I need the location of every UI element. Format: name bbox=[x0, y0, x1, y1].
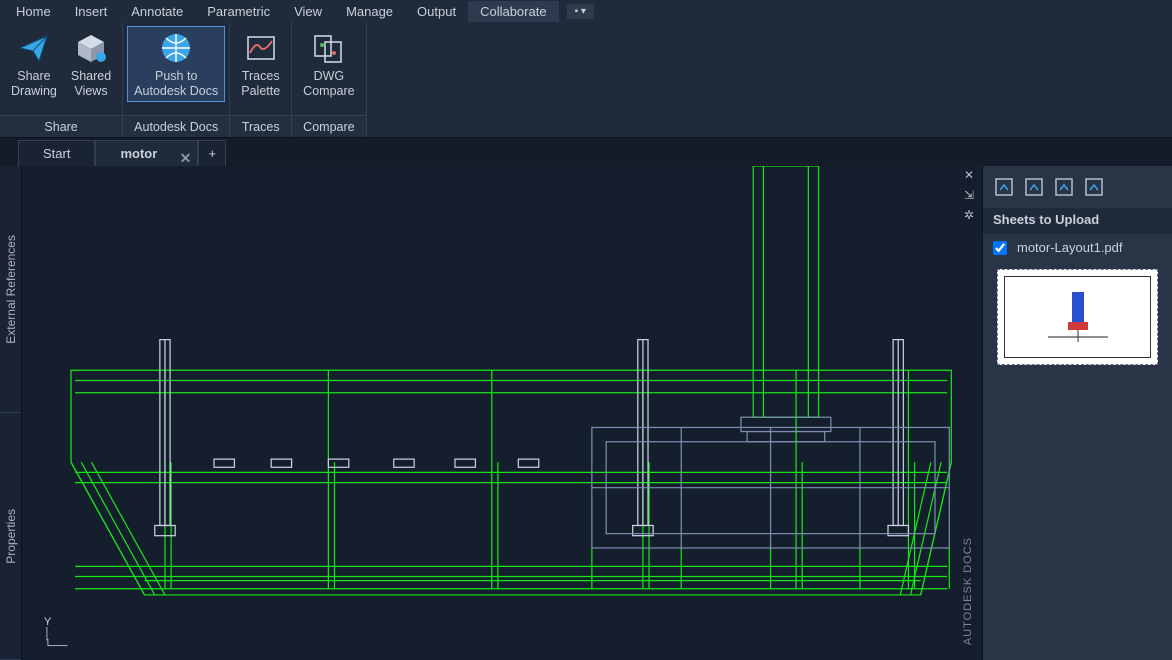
shared-views-button[interactable]: Shared Views bbox=[64, 26, 118, 102]
ribbon-button-label: DWG Compare bbox=[303, 69, 354, 99]
menu-parametric[interactable]: Parametric bbox=[195, 1, 282, 22]
ribbon-group-title: Share bbox=[0, 115, 122, 137]
ribbon-button-label: Share Drawing bbox=[11, 69, 57, 99]
sheets-panel-title: Sheets to Upload bbox=[983, 208, 1172, 234]
ribbon-group-title: Autodesk Docs bbox=[123, 115, 229, 137]
paper-plane-icon bbox=[17, 31, 51, 65]
save-icon[interactable] bbox=[1083, 176, 1105, 198]
cube-icon bbox=[74, 31, 108, 65]
menu-home[interactable]: Home bbox=[4, 1, 63, 22]
new-tab-button[interactable]: + bbox=[198, 140, 226, 166]
file-tab-bar: Startmotor✕+ bbox=[0, 138, 1172, 166]
ribbon-group-title: Compare bbox=[292, 115, 365, 137]
sheet-list-item[interactable]: motor-Layout1.pdf bbox=[983, 234, 1172, 261]
sheet-filename: motor-Layout1.pdf bbox=[1017, 240, 1123, 255]
traces-palette-button[interactable]: Traces Palette bbox=[234, 26, 287, 102]
rail-properties[interactable]: Properties bbox=[0, 413, 21, 660]
trace-icon bbox=[244, 31, 278, 65]
drawing-canvas[interactable]: Y│└── AUTODESK DOCS bbox=[22, 166, 982, 660]
compare-icon bbox=[312, 31, 346, 65]
sheet-thumbnail[interactable] bbox=[997, 269, 1158, 365]
ribbon-button-label: Shared Views bbox=[71, 69, 111, 99]
dwg-compare-button[interactable]: DWG Compare bbox=[296, 26, 361, 102]
menu-bar: HomeInsertAnnotateParametricViewManageOu… bbox=[0, 0, 1172, 22]
sheets-panel: Sheets to Upload motor-Layout1.pdf bbox=[982, 166, 1172, 660]
panel-close-icon[interactable]: ✕ bbox=[960, 168, 978, 186]
autodesk-docs-rail[interactable]: AUTODESK DOCS bbox=[962, 537, 982, 650]
panel-collapse-icon[interactable]: ⇲ bbox=[960, 188, 978, 206]
menu-annotate[interactable]: Annotate bbox=[119, 1, 195, 22]
folder-icon[interactable] bbox=[1053, 176, 1075, 198]
menu-insert[interactable]: Insert bbox=[63, 1, 120, 22]
globe-icon bbox=[159, 31, 193, 65]
upload-icon[interactable] bbox=[993, 176, 1015, 198]
panel-settings-icon[interactable]: ✲ bbox=[960, 208, 978, 226]
menu-output[interactable]: Output bbox=[405, 1, 468, 22]
remove-icon[interactable] bbox=[1023, 176, 1045, 198]
ribbon-button-label: Push to Autodesk Docs bbox=[134, 69, 218, 99]
menu-overflow[interactable]: ▪ ▾ bbox=[567, 4, 594, 19]
left-rail-container: External ReferencesProperties bbox=[0, 166, 22, 660]
file-tab-motor[interactable]: motor✕ bbox=[95, 140, 198, 166]
ribbon: Share Drawing Shared Views Share Push to Au… bbox=[0, 22, 1172, 138]
share-drawing-button[interactable]: Share Drawing bbox=[4, 26, 64, 102]
menu-manage[interactable]: Manage bbox=[334, 1, 405, 22]
menu-collaborate[interactable]: Collaborate bbox=[468, 1, 559, 22]
push-to-docs-button[interactable]: Push to Autodesk Docs bbox=[127, 26, 225, 102]
file-tab-start[interactable]: Start bbox=[18, 140, 95, 166]
axis-label: Y│└── bbox=[44, 616, 67, 652]
ribbon-button-label: Traces Palette bbox=[241, 69, 280, 99]
menu-view[interactable]: View bbox=[282, 1, 334, 22]
rail-external-references[interactable]: External References bbox=[0, 166, 21, 413]
ribbon-group-title: Traces bbox=[230, 115, 291, 137]
sheet-checkbox[interactable] bbox=[993, 241, 1007, 255]
sheets-panel-toolbar bbox=[983, 166, 1172, 208]
